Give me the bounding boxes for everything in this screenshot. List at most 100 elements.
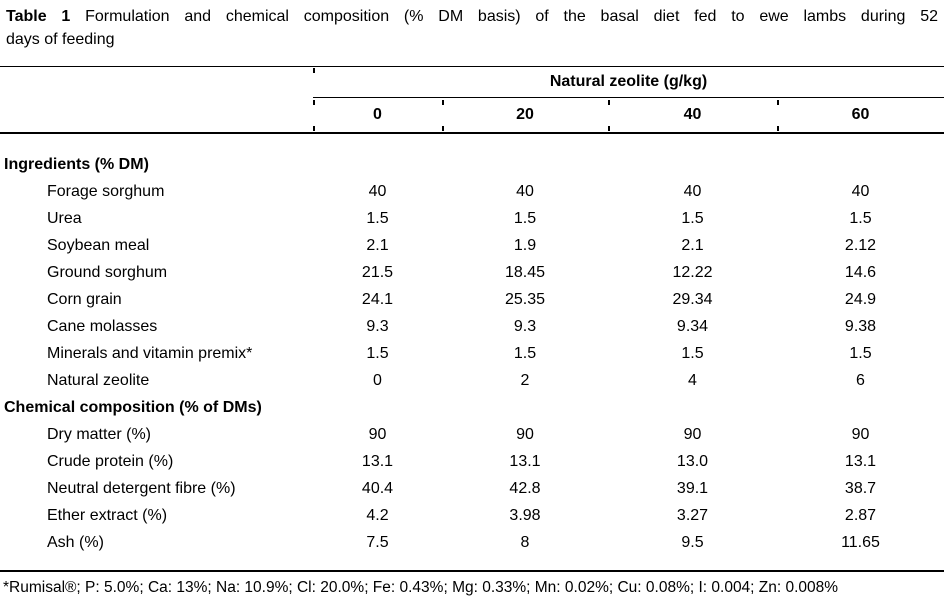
table-caption: Table 1 Formulation and chemical composi…: [6, 5, 938, 51]
cell-value: 14.6: [844, 263, 877, 281]
cell-value: 3.98: [509, 506, 541, 524]
table-row: Dry matter (%) 90 90 90 90: [0, 421, 944, 448]
cell-value: 24.9: [844, 290, 877, 308]
row-label: Soybean meal: [47, 236, 150, 254]
cell-value: 25.35: [504, 290, 546, 308]
cell-value: 12.22: [672, 263, 713, 281]
table-row: Minerals and vitamin premix* 1.5 1.5 1.5 1.5: [0, 340, 944, 367]
column-boundary-tick: [442, 99, 444, 105]
table-row: Corn grain 24.1 25.35 29.34 24.9: [0, 286, 944, 313]
table-row: Forage sorghum 40 40 40 40: [0, 178, 944, 205]
cell-value: 9.5: [681, 533, 704, 551]
column-boundary-tick: [608, 99, 610, 105]
row-label: Cane molasses: [47, 317, 158, 335]
cell-value: 38.7: [844, 479, 877, 497]
column-header: 0: [373, 106, 382, 123]
column-boundary-tick: [608, 126, 610, 131]
column-boundary-tick: [777, 126, 779, 131]
cell-value: 18.45: [504, 263, 546, 281]
cell-value: 9.3: [366, 317, 389, 335]
section-header: Ingredients (% DM): [4, 155, 149, 173]
cell-value: 40: [851, 182, 870, 200]
cell-value: 90: [683, 425, 702, 443]
row-label: Ash (%): [47, 533, 104, 551]
row-label: Corn grain: [47, 290, 122, 308]
row-label: Ground sorghum: [47, 263, 168, 281]
table-row: Soybean meal 2.1 1.9 2.1 2.12: [0, 232, 944, 259]
table-row: Cane molasses 9.3 9.3 9.34 9.38: [0, 313, 944, 340]
row-label: Neutral detergent fibre (%): [47, 479, 236, 497]
cell-value: 6: [856, 371, 865, 389]
cell-value: 40.4: [361, 479, 394, 497]
column-header: 60: [851, 106, 870, 123]
row-label: Ether extract (%): [47, 506, 168, 524]
diet-composition-table: Natural zeolite (g/kg) 0 20 40 60 Ingred…: [0, 66, 944, 572]
row-label: Minerals and vitamin premix*: [47, 344, 253, 362]
cell-value: 8: [520, 533, 530, 551]
column-header: 40: [683, 106, 702, 123]
cell-value: 7.5: [366, 533, 389, 551]
cell-value: 9.3: [513, 317, 537, 335]
cell-value: 9.38: [844, 317, 877, 335]
cell-value: 39.1: [676, 479, 709, 497]
table-body: Ingredients (% DM) Forage sorghum 40 40 40 40…: [0, 134, 944, 572]
caption-line-2: days of feeding: [6, 31, 115, 48]
table-row: Ground sorghum 21.5 18.45 12.22 14.6: [0, 259, 944, 286]
cell-value: 2.87: [844, 506, 877, 524]
cell-value: 40: [516, 182, 534, 200]
cell-value: 4.2: [366, 506, 389, 524]
cell-value: 0: [373, 371, 382, 389]
cell-value: 9.34: [676, 317, 709, 335]
table-group-header-row: Natural zeolite (g/kg): [0, 66, 944, 98]
cell-value: 1.5: [681, 344, 704, 362]
cell-value: 13.0: [676, 452, 709, 470]
caption-line-1: Table 1 Formulation and chemical composi…: [6, 5, 938, 28]
cell-value: 40: [368, 182, 387, 200]
table-row: Urea 1.5 1.5 1.5 1.5: [0, 205, 944, 232]
cell-value: 1.5: [513, 344, 537, 362]
column-boundary-tick: [777, 99, 779, 105]
cell-value: 90: [851, 425, 870, 443]
cell-value: 24.1: [361, 290, 394, 308]
cell-value: 1.5: [681, 209, 704, 227]
cell-value: 2.1: [681, 236, 704, 254]
table-row: Ash (%) 7.5 8 9.5 11.65: [0, 529, 944, 556]
table-row: Neutral detergent fibre (%) 40.4 42.8 39.1 3…: [0, 475, 944, 502]
cell-value: 3.27: [676, 506, 709, 524]
row-label: Dry matter (%): [47, 425, 151, 443]
column-header: 20: [516, 106, 534, 123]
cell-value: 90: [516, 425, 534, 443]
cell-value: 1.5: [513, 209, 537, 227]
cell-value: 21.5: [361, 263, 394, 281]
table-row: Natural zeolite 0 2 4 6: [0, 367, 944, 394]
row-label: Urea: [47, 209, 82, 227]
column-boundary-tick: [442, 126, 444, 131]
cell-value: 40: [683, 182, 702, 200]
column-boundary-tick: [313, 99, 315, 105]
table-footnote: *Rumisal®; P: 5.0%; Ca: 13%; Na: 10.9%; …: [3, 579, 839, 596]
row-label: Forage sorghum: [47, 182, 165, 200]
column-boundary-tick: [313, 67, 315, 73]
cell-value: 2.12: [844, 236, 877, 254]
cell-value: 13.1: [844, 452, 877, 470]
cell-value: 42.8: [509, 479, 541, 497]
caption-text-line1: Formulation and chemical composition (% …: [85, 8, 938, 25]
table-column-header-row: 0 20 40 60: [0, 98, 944, 134]
group-header: Natural zeolite (g/kg): [313, 67, 944, 98]
cell-value: 4: [688, 371, 697, 389]
table-row: Ether extract (%) 4.2 3.98 3.27 2.87: [0, 502, 944, 529]
cell-value: 1.5: [849, 344, 872, 362]
empty-header-cell: [0, 98, 313, 132]
cell-value: 29.34: [672, 290, 713, 308]
caption-label: Table 1: [6, 8, 71, 25]
table-row: Crude protein (%) 13.1 13.1 13.0 13.1: [0, 448, 944, 475]
cell-value: 13.1: [361, 452, 394, 470]
cell-value: 11.65: [841, 533, 880, 551]
section-header: Chemical composition (% of DMs): [4, 398, 262, 416]
cell-value: 90: [368, 425, 387, 443]
cell-value: 2.1: [366, 236, 389, 254]
row-label: Crude protein (%): [47, 452, 174, 470]
row-label: Natural zeolite: [47, 371, 150, 389]
cell-value: 1.5: [849, 209, 872, 227]
